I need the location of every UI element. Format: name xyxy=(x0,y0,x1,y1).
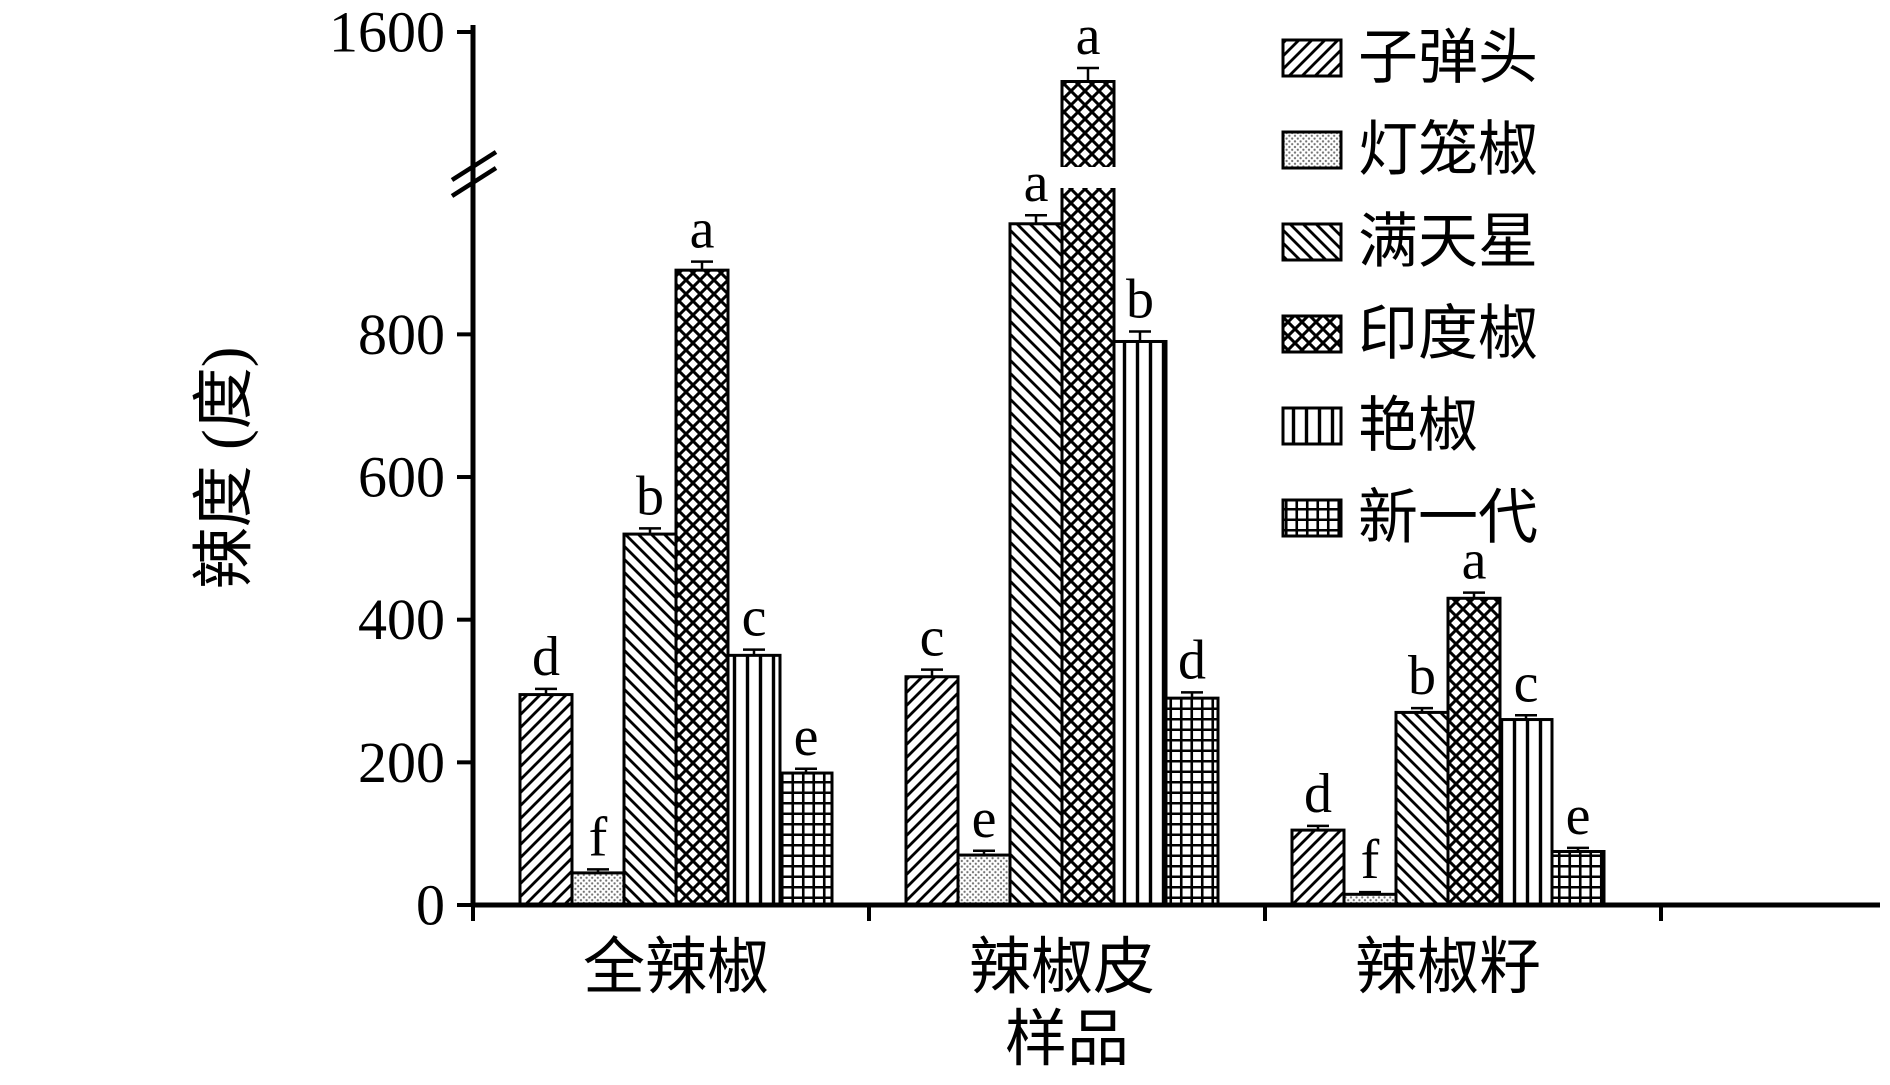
bar-zidantou-lajiaopi xyxy=(904,675,960,907)
legend-item-yanjiao: 艳椒 xyxy=(1281,393,1478,459)
bar-denglongjiao-quanlajiao xyxy=(570,871,626,907)
bar-zidantou-quanlajiao xyxy=(518,693,574,907)
sig-letter-mantianxing-quanlajiao: b xyxy=(636,465,664,527)
legend-swatch-zidantou xyxy=(1281,38,1343,78)
sig-letter-yanjiao-lajiaopi: b xyxy=(1126,269,1154,331)
axis-break-gap-yindujiao-lajiaopi xyxy=(1059,167,1117,188)
bar-mantianxing-lajiaopi xyxy=(1008,222,1064,907)
sig-letter-mantianxing-lajiaozi: b xyxy=(1408,645,1436,707)
legend-swatch-yindujiao xyxy=(1281,314,1343,354)
axis-break-slash-2 xyxy=(450,150,498,182)
sig-letter-zidantou-lajiaopi: c xyxy=(920,607,945,669)
sig-letter-denglongjiao-lajiaozi: f xyxy=(1361,829,1380,891)
y-tick-label-400: 400 xyxy=(358,587,445,652)
sig-letter-xinyidai-lajiaozi: e xyxy=(1566,785,1591,847)
legend-item-denglongjiao: 灯笼椒 xyxy=(1281,117,1538,183)
legend-swatch-denglongjiao xyxy=(1281,130,1343,170)
legend-label-zidantou: 子弹头 xyxy=(1358,25,1538,91)
sig-letter-denglongjiao-lajiaopi: e xyxy=(972,788,997,850)
bar-yanjiao-lajiaozi xyxy=(1498,718,1554,907)
sig-letter-zidantou-quanlajiao: d xyxy=(532,626,560,688)
legend-label-mantianxing: 满天星 xyxy=(1358,209,1538,275)
legend-label-yindujiao: 印度椒 xyxy=(1358,301,1538,367)
legend-item-xinyidai: 新一代 xyxy=(1281,485,1538,551)
sig-letter-denglongjiao-quanlajiao: f xyxy=(589,806,608,868)
y-tick-label-200: 200 xyxy=(358,730,445,795)
legend-item-mantianxing: 满天星 xyxy=(1281,209,1538,275)
bar-yindujiao-lajiaozi xyxy=(1446,596,1502,907)
y-tick-label-1600: 1600 xyxy=(329,0,445,65)
sig-letter-yindujiao-lajiaozi: a xyxy=(1462,530,1487,592)
legend-label-yanjiao: 艳椒 xyxy=(1358,393,1478,459)
bar-yindujiao-quanlajiao xyxy=(674,268,730,907)
bar-xinyidai-lajiaopi xyxy=(1164,696,1220,907)
sig-letter-yanjiao-lajiaozi: c xyxy=(1514,652,1539,714)
sig-letter-zidantou-lajiaozi: d xyxy=(1304,763,1332,825)
axis-break-slash-1 xyxy=(450,166,498,198)
sig-letter-yindujiao-lajiaopi: a xyxy=(1076,5,1101,67)
bar-yindujiao-lajiaopi xyxy=(1060,80,1116,907)
legend-item-yindujiao: 印度椒 xyxy=(1281,301,1538,367)
bar-mantianxing-quanlajiao xyxy=(622,532,678,907)
bar-zidantou-lajiaozi xyxy=(1290,828,1346,907)
y-tick-label-600: 600 xyxy=(358,445,445,510)
bar-mantianxing-lajiaozi xyxy=(1394,710,1450,907)
x-tick-label-lajiaopi: 辣椒皮 xyxy=(969,934,1155,1002)
y-axis-title: 辣度 (度) xyxy=(191,347,259,590)
y-tick-label-800: 800 xyxy=(358,302,445,367)
legend-label-denglongjiao: 灯笼椒 xyxy=(1358,117,1538,183)
legend-swatch-yanjiao xyxy=(1281,406,1343,446)
bar-yanjiao-lajiaopi xyxy=(1112,339,1168,907)
bar-xinyidai-quanlajiao xyxy=(778,771,834,907)
x-tick-label-lajiaozi: 辣椒籽 xyxy=(1355,934,1541,1002)
legend-item-zidantou: 子弹头 xyxy=(1281,25,1538,91)
bar-xinyidai-lajiaozi xyxy=(1550,850,1606,907)
bar-denglongjiao-lajiaopi xyxy=(956,853,1012,907)
sig-letter-yindujiao-quanlajiao: a xyxy=(690,199,715,261)
legend-swatch-mantianxing xyxy=(1281,222,1343,262)
sig-letter-xinyidai-lajiaopi: d xyxy=(1178,629,1206,691)
x-axis-title: 样品 xyxy=(1005,1006,1129,1074)
sig-letter-yanjiao-quanlajiao: c xyxy=(742,587,767,649)
y-tick-label-0: 0 xyxy=(416,873,445,938)
legend-swatch-xinyidai xyxy=(1281,498,1343,538)
x-tick-label-quanlajiao: 全辣椒 xyxy=(583,934,769,1002)
sig-letter-xinyidai-quanlajiao: e xyxy=(794,706,819,768)
bar-yanjiao-quanlajiao xyxy=(726,653,782,907)
sig-letter-mantianxing-lajiaopi: a xyxy=(1024,152,1049,214)
legend-label-xinyidai: 新一代 xyxy=(1358,485,1538,551)
